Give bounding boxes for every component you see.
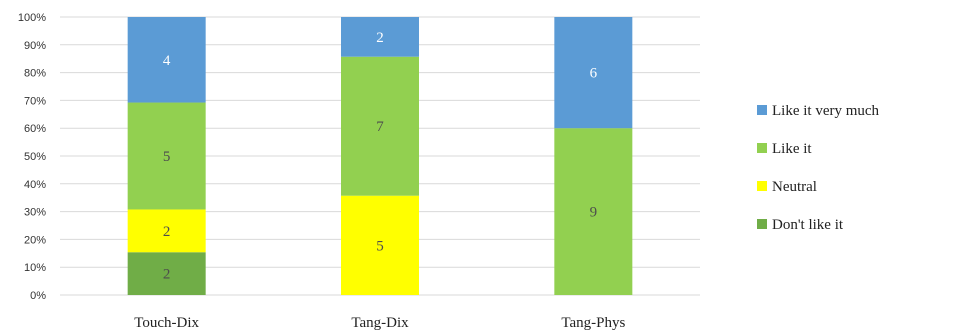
- y-tick-label: 70%: [24, 95, 46, 107]
- y-tick-label: 60%: [24, 123, 46, 135]
- y-tick-label: 20%: [24, 234, 46, 246]
- bar-segment: [341, 56, 419, 196]
- data-label: 5: [163, 149, 171, 165]
- y-tick-label: 0%: [30, 290, 46, 302]
- y-tick-label: 80%: [24, 68, 46, 80]
- legend-label: Like it: [772, 141, 812, 157]
- legend: Like it very much Like it Neutral Don't lik…: [757, 103, 880, 233]
- data-label: 2: [376, 30, 384, 46]
- data-label: 4: [163, 53, 171, 69]
- data-label: 5: [376, 238, 384, 254]
- y-tick-label: 90%: [24, 40, 46, 52]
- legend-swatch: [757, 143, 767, 153]
- bar-segment: [341, 17, 419, 57]
- data-label: 6: [590, 66, 598, 82]
- data-label: 7: [376, 119, 384, 135]
- y-tick-label: 40%: [24, 179, 46, 191]
- y-tick-label: 50%: [24, 151, 46, 163]
- y-axis-tick-labels: 0% 10% 20% 30% 40% 50% 60% 70% 80% 90% 100%: [18, 12, 46, 302]
- legend-swatch: [757, 219, 767, 229]
- category-label: Tang-Phys: [561, 315, 625, 331]
- y-tick-label: 100%: [18, 12, 46, 24]
- category-label: Tang-Dix: [351, 315, 409, 331]
- bar-segment: [127, 17, 206, 103]
- data-label: 2: [163, 267, 171, 283]
- legend-swatch: [757, 181, 767, 191]
- legend-label: Like it very much: [772, 103, 880, 119]
- legend-label: Neutral: [772, 179, 817, 195]
- data-label: 9: [590, 205, 598, 221]
- x-axis-category-labels: Touch-Dix Tang-Dix Tang-Phys: [134, 315, 625, 331]
- legend-swatch: [757, 105, 767, 115]
- bar-segment: [127, 252, 206, 295]
- legend-label: Don't like it: [772, 217, 844, 233]
- bar-segment: [554, 17, 633, 129]
- bars: [127, 17, 633, 295]
- y-tick-label: 10%: [24, 262, 46, 274]
- data-label: 2: [163, 224, 171, 240]
- bar-segment: [127, 102, 206, 210]
- bar-segment: [554, 128, 633, 295]
- data-labels: 2 2 5 4 5 7 2 9 6: [163, 30, 598, 283]
- bar-segment: [127, 209, 206, 253]
- category-label: Touch-Dix: [134, 315, 199, 331]
- bar-segment: [341, 195, 419, 295]
- y-tick-label: 30%: [24, 207, 46, 219]
